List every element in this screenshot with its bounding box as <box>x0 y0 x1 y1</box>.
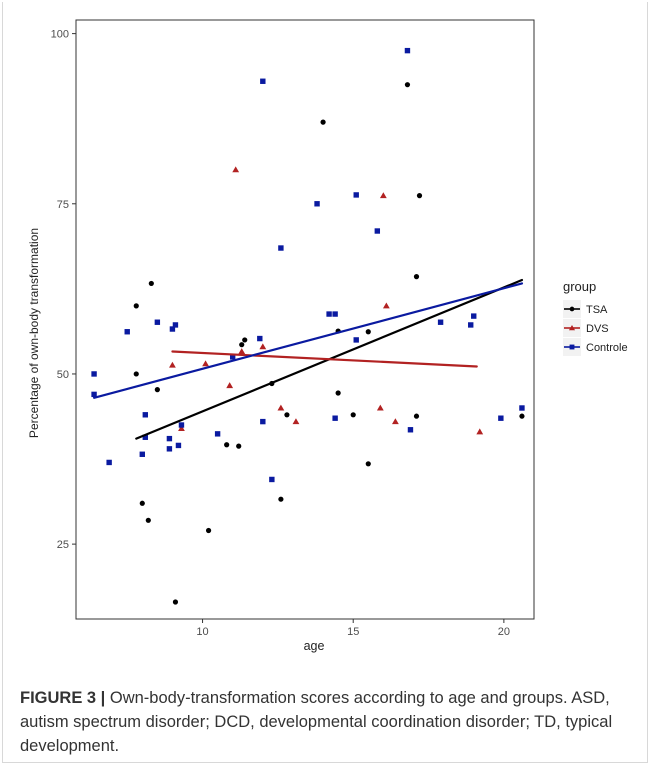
data-point-tsa <box>519 414 524 419</box>
data-point-tsa <box>146 518 151 523</box>
data-point-tsa <box>134 303 139 308</box>
data-point-controle <box>354 337 359 342</box>
y-tick-label: 75 <box>57 199 69 211</box>
data-point-controle <box>257 336 262 341</box>
data-point-tsa <box>414 274 419 279</box>
data-point-controle <box>354 192 359 197</box>
legend-title: group <box>563 279 596 294</box>
data-point-controle <box>167 436 172 441</box>
x-axis-label: age <box>304 639 325 653</box>
data-point-controle <box>468 322 473 327</box>
data-point-controle <box>269 477 274 482</box>
data-point-controle <box>498 415 503 420</box>
data-point-tsa <box>149 281 154 286</box>
data-point-controle <box>375 228 380 233</box>
data-point-controle <box>140 452 145 457</box>
data-point-controle <box>143 412 148 417</box>
data-point-tsa <box>351 412 356 417</box>
data-point-controle <box>519 405 524 410</box>
data-point-controle <box>408 427 413 432</box>
x-tick-label: 20 <box>498 626 510 638</box>
data-point-tsa <box>414 414 419 419</box>
data-point-controle <box>332 311 337 316</box>
caption-text: Own-body-transformation scores according… <box>20 689 612 755</box>
figure-label: FIGURE 3 | <box>20 689 105 707</box>
data-point-controle <box>260 79 265 84</box>
y-tick-label: 50 <box>57 369 69 381</box>
data-point-tsa <box>320 120 325 125</box>
data-point-controle <box>155 320 160 325</box>
figure-caption: FIGURE 3 | Own-body-transformation score… <box>20 686 630 758</box>
data-point-controle <box>106 460 111 465</box>
data-point-controle <box>215 431 220 436</box>
data-point-tsa <box>134 371 139 376</box>
data-point-tsa <box>155 387 160 392</box>
data-point-tsa <box>239 342 244 347</box>
data-point-controle <box>173 322 178 327</box>
data-point-tsa <box>366 461 371 466</box>
data-point-controle <box>125 329 130 334</box>
data-point-tsa <box>224 442 229 447</box>
data-point-controle <box>438 320 443 325</box>
data-point-controle <box>471 313 476 318</box>
legend-label-controle: Controle <box>586 342 628 354</box>
legend: group TSA DVS Controle <box>563 279 628 356</box>
scatter-chart: 10 15 20 25 50 75 100 Percentage of own-body t… <box>0 0 652 680</box>
data-point-controle <box>314 201 319 206</box>
data-point-controle <box>278 245 283 250</box>
data-point-controle <box>326 311 331 316</box>
data-point-tsa <box>173 599 178 604</box>
data-point-tsa <box>366 329 371 334</box>
data-point-tsa <box>284 412 289 417</box>
data-point-tsa <box>242 337 247 342</box>
data-point-tsa <box>206 528 211 533</box>
data-point-tsa <box>278 497 283 502</box>
data-point-controle <box>91 371 96 376</box>
data-point-controle <box>179 422 184 427</box>
plot-area: 10 15 20 25 50 75 100 <box>51 20 534 638</box>
data-point-controle <box>167 446 172 451</box>
data-point-controle <box>332 415 337 420</box>
data-point-controle <box>260 419 265 424</box>
data-point-tsa <box>336 390 341 395</box>
plot-panel <box>76 20 534 619</box>
legend-key-marker-tsa <box>570 307 575 312</box>
data-point-controle <box>176 443 181 448</box>
y-tick-label: 25 <box>57 539 69 551</box>
y-tick-label: 100 <box>51 29 69 41</box>
data-point-tsa <box>140 501 145 506</box>
legend-label-dvs: DVS <box>586 323 609 335</box>
data-point-tsa <box>236 444 241 449</box>
data-point-controle <box>405 48 410 53</box>
x-tick-label: 15 <box>347 626 359 638</box>
x-tick-label: 10 <box>196 626 208 638</box>
y-axis-label: Percentage of own-body transformation <box>27 228 41 438</box>
data-point-tsa <box>405 82 410 87</box>
legend-key-marker-controle <box>570 345 575 350</box>
data-point-tsa <box>417 193 422 198</box>
legend-label-tsa: TSA <box>586 304 608 316</box>
